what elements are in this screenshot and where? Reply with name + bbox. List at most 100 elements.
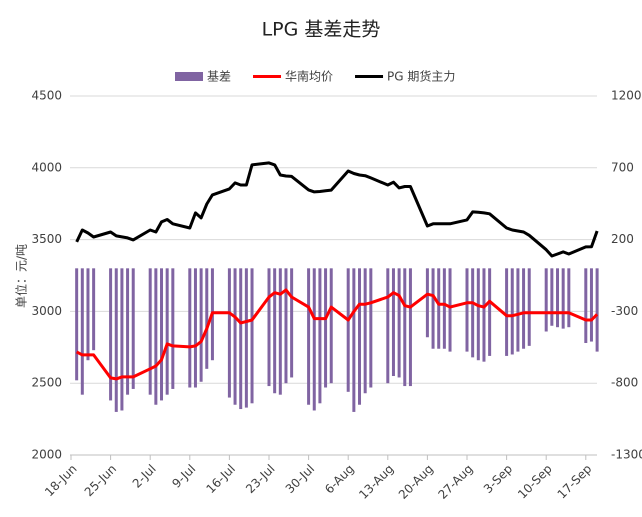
bar (171, 268, 175, 389)
x-tick-label: 17-Sep (555, 462, 595, 502)
bar (165, 268, 169, 395)
bar (550, 268, 554, 326)
bar (329, 268, 333, 384)
bar (267, 268, 271, 387)
bar (363, 268, 367, 394)
bar (425, 268, 429, 338)
bar (250, 268, 254, 404)
bar (403, 268, 407, 387)
bar (391, 268, 395, 377)
bar (442, 268, 446, 349)
bar (160, 268, 164, 401)
bar (75, 268, 79, 381)
bar (397, 268, 401, 378)
x-tick-label: 20-Aug (396, 462, 436, 502)
y2-tick-label: 1200 (611, 89, 642, 103)
bar (527, 268, 531, 346)
bar (324, 268, 328, 388)
bar (369, 268, 373, 388)
bar (109, 268, 113, 401)
bar (80, 268, 84, 395)
bar (154, 268, 158, 405)
bar (227, 268, 231, 398)
y-tick-label: 2500 (31, 376, 62, 390)
bar (86, 268, 90, 361)
y-tick-label: 4500 (31, 89, 62, 103)
bar (505, 268, 509, 356)
bar (148, 268, 152, 395)
legend-label: PG 期货主力 (387, 69, 455, 84)
bar (589, 268, 593, 342)
y-tick-label: 3000 (31, 304, 62, 318)
legend-label: 基差 (207, 70, 231, 84)
bar (346, 268, 350, 392)
bar (431, 268, 435, 349)
x-tick-label: 6-Aug (322, 462, 357, 497)
y2-tick-label: -300 (611, 304, 638, 318)
y-tick-label: 4000 (31, 160, 62, 174)
x-tick-label: 23-Jul (243, 462, 277, 496)
bar (244, 268, 248, 408)
bar (278, 268, 282, 395)
x-tick-label: 13-Aug (356, 462, 396, 502)
bar (92, 268, 96, 351)
x-tick-label: 16-Jul (204, 462, 238, 496)
bar (126, 268, 130, 395)
bar (386, 268, 390, 384)
bar (488, 268, 492, 356)
y-tick-label: 3500 (31, 232, 62, 246)
bar (120, 268, 124, 411)
bar (595, 268, 599, 352)
x-tick-label: 18-Jun (42, 462, 79, 499)
bar (307, 268, 311, 405)
y2-tick-label: -800 (611, 376, 638, 390)
bar (584, 268, 588, 343)
line (75, 288, 599, 381)
y-axis-label: 单位：元/吨 (14, 244, 29, 308)
x-tick-label: 3-Sep (481, 462, 515, 496)
bar (516, 268, 520, 352)
bar (544, 268, 548, 332)
x-tick-label: 27-Aug (435, 462, 475, 502)
bar (233, 268, 237, 405)
bar (556, 268, 560, 328)
bar (358, 268, 362, 405)
bar (482, 268, 486, 362)
bar (408, 268, 412, 387)
bar (561, 268, 565, 329)
line (75, 161, 599, 258)
bar (290, 268, 294, 378)
bar (476, 268, 480, 361)
y2-tick-label: -1300 (611, 448, 642, 462)
y2-tick-label: 700 (611, 160, 634, 174)
bar (510, 268, 514, 355)
y2-tick-label: 200 (611, 232, 634, 246)
bar (239, 268, 243, 410)
legend-swatch (175, 72, 203, 81)
bar (318, 268, 322, 404)
chart-title: LPG 基差走势 (262, 19, 381, 41)
bar (188, 268, 192, 388)
x-tick-label: 9-Jul (169, 462, 198, 491)
bar (273, 268, 277, 394)
bar (352, 268, 356, 412)
bar (199, 268, 203, 382)
bar (522, 268, 526, 349)
bar (471, 268, 475, 358)
x-tick-label: 2-Jul (130, 462, 159, 491)
y-tick-label: 2000 (31, 448, 62, 462)
bar (131, 268, 135, 389)
bar (205, 268, 209, 369)
x-tick-label: 30-Jul (283, 462, 317, 496)
x-tick-label: 25-Jun (82, 462, 119, 499)
x-tick-label: 10-Sep (515, 462, 555, 502)
bar (193, 268, 197, 388)
bar (437, 268, 441, 349)
bar (284, 268, 288, 384)
bar (114, 268, 118, 412)
bar (567, 268, 571, 328)
bar (465, 268, 469, 352)
bar (448, 268, 452, 352)
bar (312, 268, 316, 411)
